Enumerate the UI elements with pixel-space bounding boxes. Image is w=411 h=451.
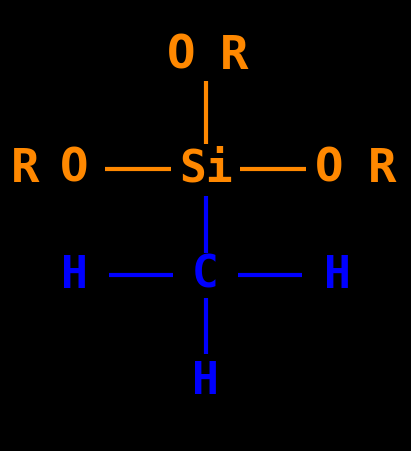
Text: H: H [323, 253, 351, 297]
Text: O: O [60, 147, 88, 192]
Text: O: O [166, 34, 195, 79]
Text: R: R [220, 34, 249, 79]
Text: Si: Si [179, 147, 232, 191]
Text: C: C [192, 253, 219, 297]
Text: H: H [192, 359, 219, 403]
Text: H: H [60, 253, 88, 297]
Text: O: O [314, 147, 343, 192]
Text: R: R [368, 147, 397, 192]
Text: R: R [10, 147, 39, 192]
